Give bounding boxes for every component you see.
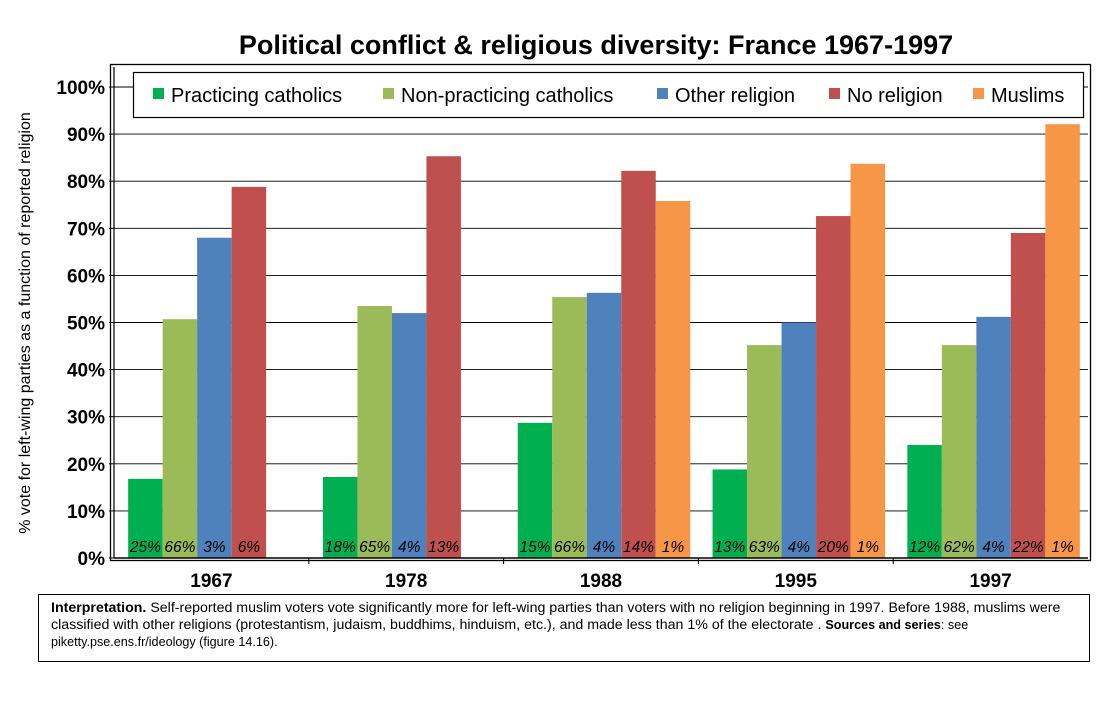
interpretation-note: Interpretation. Self-reported muslim vot… (38, 594, 1090, 662)
bar-no-religion-1967 (231, 186, 267, 559)
bar-non-practicing-catholics-1997 (941, 345, 977, 558)
y-tick-label: 70% (67, 219, 105, 240)
axes: 0% 10% 20% 30% 40% 50% 60% 70% 80% 90% 100% 1967 197… (56, 67, 1088, 592)
bar-share-label: 66% (554, 539, 585, 556)
bar-no-religion-1988 (621, 170, 656, 558)
bar-share-label: 4% (398, 539, 421, 556)
bar-practicing-catholics-1967 (128, 478, 163, 558)
x-tick-label: 1997 (969, 571, 1011, 592)
bar-share-label: 18% (325, 539, 356, 556)
bar-share-label: 62% (944, 539, 975, 556)
y-tick-label: 50% (67, 314, 105, 335)
interpretation-label: Interpretation. (51, 600, 147, 616)
bar-non-practicing-catholics-1967 (162, 319, 198, 558)
chart-title: Political conflict & religious diversity… (239, 30, 953, 60)
bar-share-label: 1% (662, 539, 685, 556)
bar-non-practicing-catholics-1995 (747, 345, 782, 558)
legend-label: Non-practicing catholics (401, 85, 613, 107)
bar-non-practicing-catholics-1988 (552, 297, 587, 558)
bar-labels: 25% 66% 3% 6% 18% 65% 4% 13% 15% 66% 4% 14% 1% 13% 63%… (129, 539, 1074, 556)
y-tick-label: 30% (67, 408, 105, 429)
legend-swatch (383, 88, 394, 99)
bar-practicing-catholics-1988 (517, 422, 553, 558)
legend-label: No religion (847, 85, 943, 107)
bar-no-religion-1978 (426, 156, 461, 558)
bar-other-religion-1978 (391, 313, 427, 558)
bar-share-label: 12% (909, 539, 940, 556)
sources-label: Sources and series (825, 618, 941, 632)
legend-label: Other religion (675, 85, 795, 107)
x-tick-label: 1988 (580, 571, 622, 592)
bar-share-label: 4% (982, 539, 1005, 556)
y-tick-label: 0% (78, 549, 106, 570)
x-tick-label: 1978 (385, 571, 427, 592)
legend-swatch (657, 88, 668, 99)
bar-other-religion-1988 (586, 292, 622, 558)
bar-muslims-1997 (1045, 124, 1080, 559)
bar-practicing-catholics-1995 (712, 469, 748, 558)
bar-share-label: 1% (1051, 539, 1074, 556)
bar-other-religion-1995 (781, 322, 817, 558)
bar-share-label: 13% (428, 539, 459, 556)
y-tick-label: 10% (67, 502, 105, 523)
bar-no-religion-1995 (816, 216, 851, 558)
sources-text: : see piketty.pse.ens.fr/ideology (figur… (51, 618, 969, 649)
legend-swatch (973, 88, 984, 99)
y-tick-label: 100% (56, 78, 105, 99)
bar-share-label: 14% (623, 539, 654, 556)
bar-share-label: 4% (788, 539, 811, 556)
x-tick-label: 1967 (190, 571, 232, 592)
bar-share-label: 3% (203, 539, 226, 556)
bar-share-label: 13% (714, 539, 745, 556)
bar-other-religion-1967 (197, 237, 232, 558)
legend-label: Muslims (991, 85, 1064, 107)
legend: Practicing catholics Non-practicing catho… (132, 71, 1085, 119)
bar-no-religion-1997 (1010, 233, 1046, 558)
bar-non-practicing-catholics-1978 (357, 306, 392, 558)
legend-swatch (153, 88, 164, 99)
bar-share-label: 25% (129, 539, 161, 556)
y-tick-label: 40% (67, 361, 105, 382)
bar-practicing-catholics-1997 (907, 444, 942, 558)
y-tick-label: 20% (67, 455, 105, 476)
bar-other-religion-1997 (976, 316, 1011, 558)
bar-practicing-catholics-1978 (322, 476, 358, 558)
y-axis-label: % vote for left-wing parties as a functi… (17, 112, 34, 534)
y-tick-label: 60% (67, 266, 105, 287)
bar-share-label: 66% (164, 539, 195, 556)
legend-swatch (829, 88, 840, 99)
bar-muslims-1988 (655, 200, 691, 558)
interpretation-text: Self-reported muslim voters vote signifi… (51, 600, 1061, 633)
bar-share-label: 1% (857, 539, 880, 556)
bar-share-label: 4% (593, 539, 616, 556)
legend-box (132, 71, 1085, 119)
bar-share-label: 65% (359, 539, 390, 556)
bar-share-label: 15% (519, 539, 550, 556)
bars (128, 124, 1080, 559)
bar-share-label: 22% (1012, 539, 1044, 556)
legend-label: Practicing catholics (171, 85, 342, 107)
y-tick-label: 80% (67, 172, 105, 193)
bar-share-label: 20% (817, 539, 849, 556)
bar-muslims-1995 (850, 163, 886, 558)
bar-share-label: 63% (749, 539, 780, 556)
x-tick-label: 1995 (775, 571, 818, 592)
y-tick-label: 90% (67, 125, 105, 146)
plot-frame (109, 63, 1092, 562)
bar-share-label: 6% (238, 539, 261, 556)
